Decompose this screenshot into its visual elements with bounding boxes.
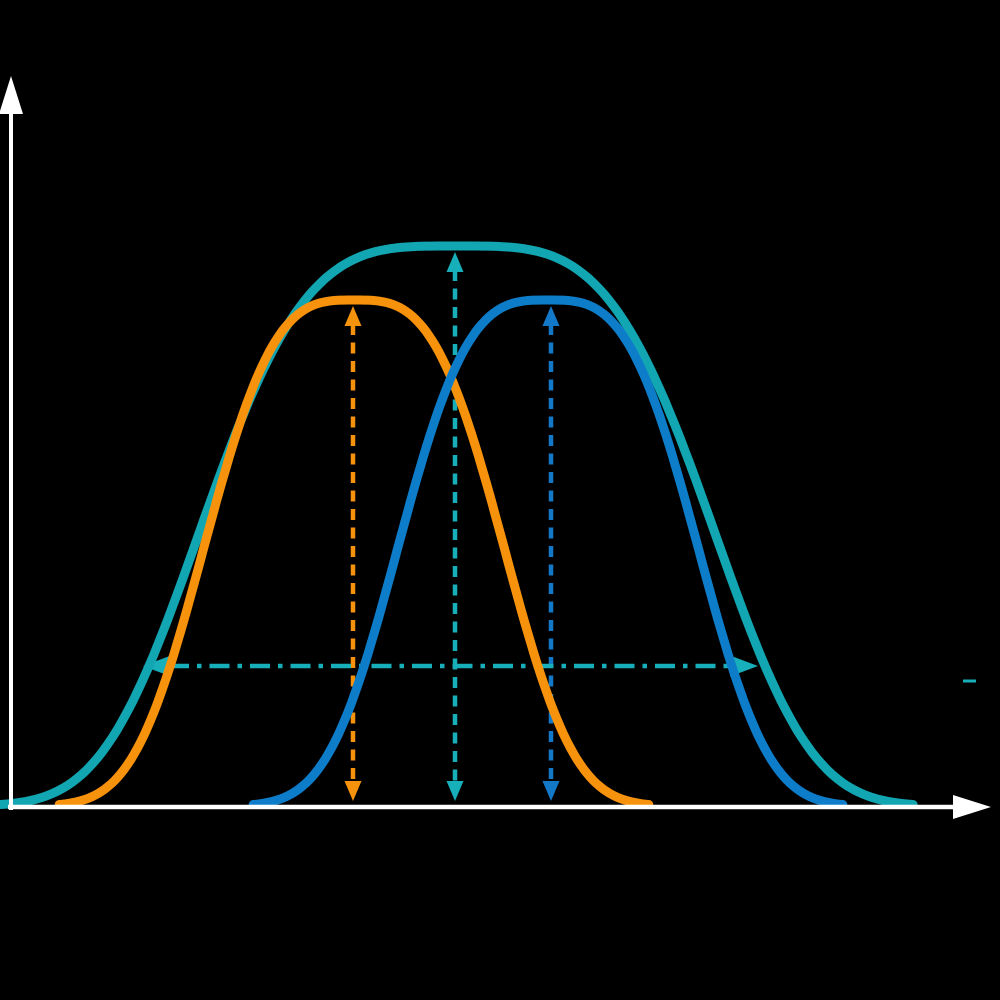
- left-peak-height-arrow-up-arrowhead-icon: [344, 306, 362, 326]
- envelope-width-arrow: [143, 655, 758, 677]
- combined-envelope-curve: [0, 241, 918, 809]
- envelope-peak-height-arrow-down-arrowhead-icon: [446, 781, 464, 801]
- right-peak-height-arrow-down-arrowhead-icon: [542, 781, 560, 801]
- right-peak-height-arrow: [542, 306, 560, 801]
- y-axis-arrowhead-icon: [0, 76, 23, 114]
- left-component-curve: [54, 295, 654, 809]
- axes-layer: [0, 76, 991, 819]
- y-axis: [0, 76, 23, 810]
- x-axis: [8, 795, 991, 819]
- left-peak-height-arrow: [344, 306, 362, 801]
- left-peak-height-arrow-down-arrowhead-icon: [344, 781, 362, 801]
- x-axis-arrowhead-icon: [953, 795, 991, 819]
- envelope-peak-height-arrow-up-arrowhead-icon: [446, 252, 464, 272]
- curves-layer: [0, 241, 918, 809]
- envelope-peak-height-arrow: [446, 252, 464, 801]
- right-component-curve: [248, 295, 848, 809]
- right-peak-height-arrow-up-arrowhead-icon: [542, 306, 560, 326]
